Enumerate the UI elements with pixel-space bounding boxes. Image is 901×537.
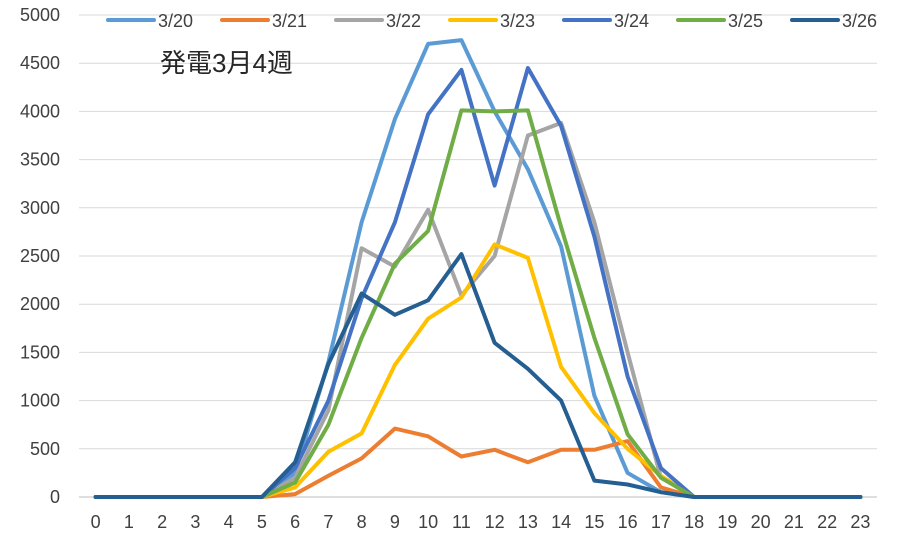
y-tick-label: 2500 bbox=[20, 246, 60, 266]
gridlines bbox=[79, 14, 877, 498]
x-tick-label: 21 bbox=[784, 512, 804, 532]
x-tick-label: 11 bbox=[452, 512, 471, 532]
x-tick-label: 7 bbox=[323, 512, 333, 532]
x-tick-label: 0 bbox=[91, 512, 101, 532]
legend-label: 3/25 bbox=[728, 11, 763, 31]
y-tick-label: 5000 bbox=[20, 5, 60, 25]
x-tick-label: 6 bbox=[290, 512, 300, 532]
x-tick-label: 5 bbox=[257, 512, 267, 532]
x-tick-label: 12 bbox=[485, 512, 505, 532]
series-line-3-26 bbox=[93, 252, 863, 499]
legend-label: 3/21 bbox=[272, 11, 307, 31]
y-tick-label: 4000 bbox=[20, 101, 60, 121]
y-tick-label: 4500 bbox=[20, 53, 60, 73]
legend-label: 3/26 bbox=[842, 11, 877, 31]
x-tick-label: 17 bbox=[651, 512, 671, 532]
legend-label: 3/22 bbox=[386, 11, 421, 31]
x-tick-label: 20 bbox=[751, 512, 771, 532]
y-tick-label: 0 bbox=[50, 487, 60, 507]
x-tick-label: 8 bbox=[357, 512, 367, 532]
x-tick-label: 23 bbox=[850, 512, 870, 532]
x-tick-label: 2 bbox=[157, 512, 167, 532]
y-tick-label: 500 bbox=[30, 439, 60, 459]
y-axis-tick-labels: 0 500 1000 1500 2000 2500 3000 3500 4000 4500 5000 bbox=[20, 5, 60, 507]
y-tick-label: 1500 bbox=[20, 342, 60, 362]
x-tick-label: 10 bbox=[418, 512, 438, 532]
x-tick-label: 4 bbox=[224, 512, 234, 532]
x-tick-label: 18 bbox=[684, 512, 704, 532]
x-tick-label: 15 bbox=[584, 512, 604, 532]
x-tick-label: 16 bbox=[618, 512, 638, 532]
x-tick-label: 19 bbox=[717, 512, 737, 532]
x-tick-label: 14 bbox=[551, 512, 571, 532]
x-tick-label: 3 bbox=[190, 512, 200, 532]
y-tick-label: 1000 bbox=[20, 391, 60, 411]
legend: 3/20 3/21 3/22 3/23 3/24 3/25 3/26 bbox=[106, 11, 877, 31]
series-lines bbox=[93, 38, 863, 499]
x-tick-label: 22 bbox=[817, 512, 837, 532]
x-axis-tick-labels: 0 1 2 3 4 5 6 7 8 9 10 11 12 13 14 15 16 17 18 19 20 21 22 23 bbox=[91, 512, 871, 532]
x-tick-label: 13 bbox=[518, 512, 538, 532]
legend-label: 3/20 bbox=[158, 11, 193, 31]
legend-label: 3/23 bbox=[500, 11, 535, 31]
y-tick-label: 2000 bbox=[20, 294, 60, 314]
legend-label: 3/24 bbox=[614, 11, 649, 31]
y-tick-label: 3500 bbox=[20, 150, 60, 170]
x-tick-label: 9 bbox=[390, 512, 400, 532]
x-tick-label: 1 bbox=[124, 512, 134, 532]
y-tick-label: 3000 bbox=[20, 198, 60, 218]
chart-title: 発電3月4週 bbox=[160, 48, 293, 78]
